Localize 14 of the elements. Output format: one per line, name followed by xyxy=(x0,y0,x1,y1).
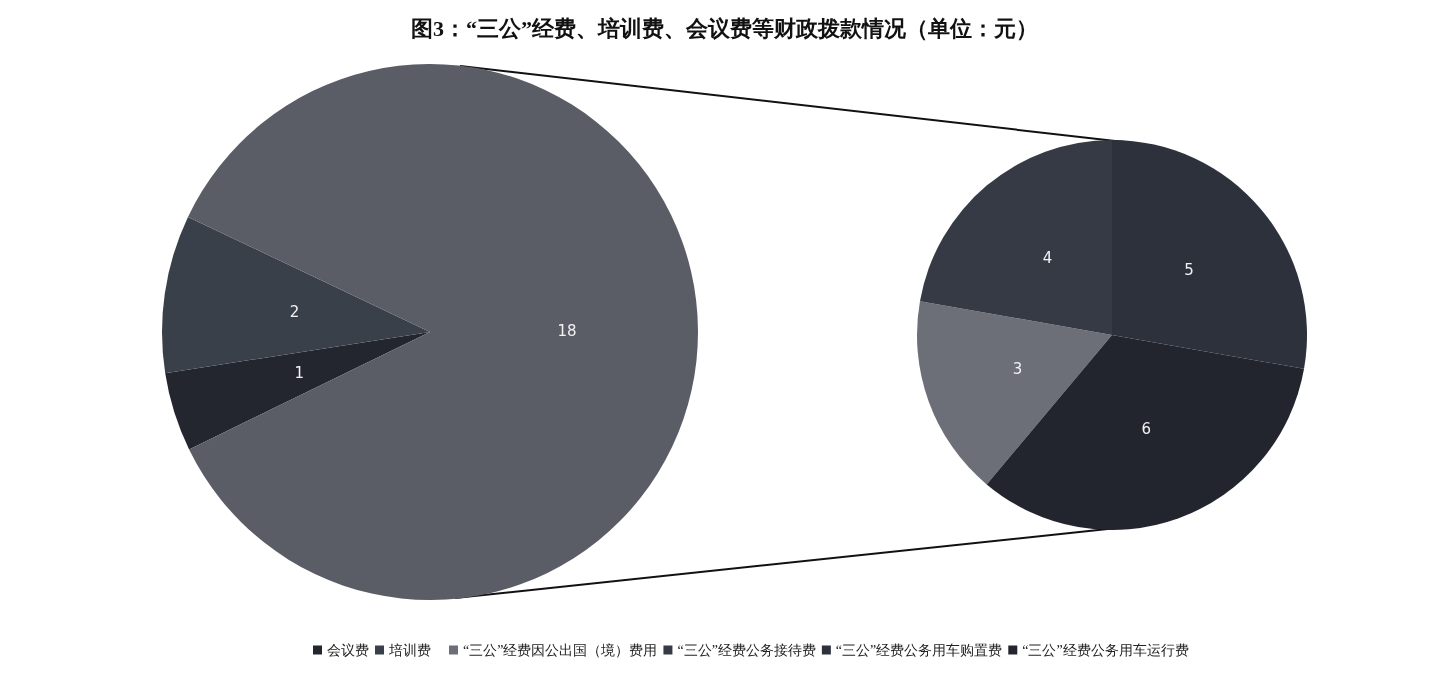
legend-label: “三公”经费因公出国（境）费用 xyxy=(463,642,658,658)
legend-label: 培训费 xyxy=(388,642,431,658)
data-label: 6 xyxy=(1141,420,1152,439)
data-label: 2 xyxy=(289,303,300,322)
data-label: 5 xyxy=(1184,261,1194,280)
legend-label: “三公”经费公务用车购置费 xyxy=(835,642,1003,658)
data-label: 3 xyxy=(1012,360,1023,379)
legend-label: 会议费 xyxy=(327,642,369,658)
data-label: 4 xyxy=(1042,249,1053,268)
legend-label: “三公”经费公务用车运行费 xyxy=(1022,642,1189,658)
data-label: 1 xyxy=(294,364,305,383)
data-label: 18 xyxy=(557,322,577,341)
chart-title: 图3：“三公”经费、培训费、会议费等财政拨款情况（单位：元） xyxy=(411,15,1038,41)
legend-label: “三公”经费公务接待费 xyxy=(677,642,816,658)
